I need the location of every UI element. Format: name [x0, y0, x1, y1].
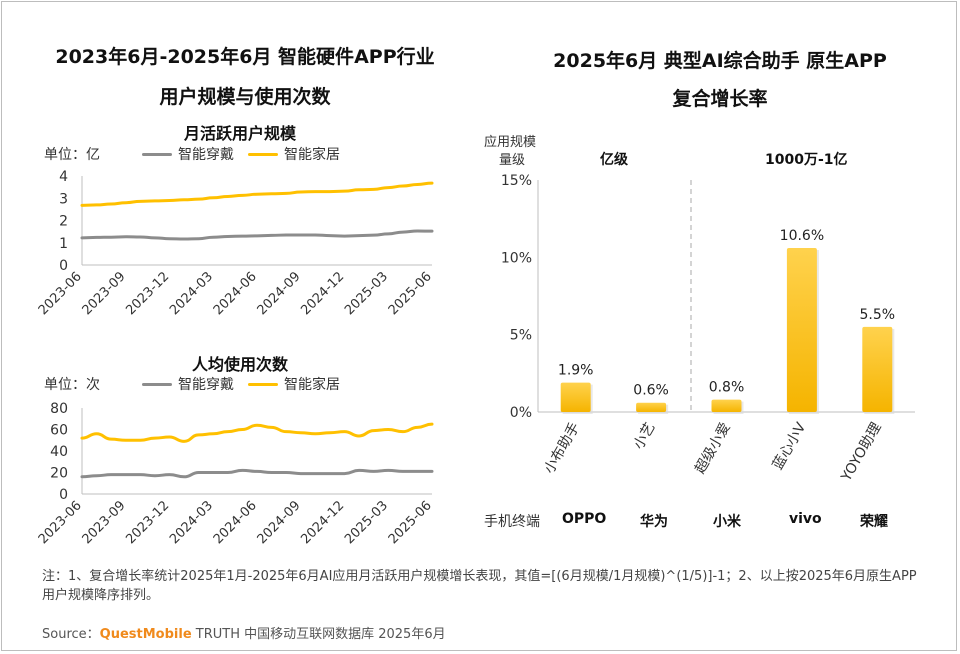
series-line-home — [80, 422, 434, 443]
terminal-huawei: 华为 — [640, 514, 668, 530]
footnote: 注：1、复合增长率统计2025年1月-2025年6月AI应用月活跃用户规模增长表… — [42, 569, 917, 603]
y-tick-label: 2 — [59, 214, 68, 230]
x-tick-label: 2024-06 — [211, 269, 260, 318]
line-chart-1-title: 月活跃用户规模 — [183, 124, 296, 143]
terminal-xiaomi: 小米 — [713, 514, 741, 530]
legend-wearable-label: 智能穿戴 — [178, 147, 234, 163]
legend-wearable-label: 智能穿戴 — [178, 377, 234, 393]
terminal-vivo: vivo — [789, 511, 822, 527]
bar-category-label: 小布助手 — [541, 420, 583, 476]
y-tick-label: 4 — [59, 169, 68, 185]
series-line-home — [80, 181, 434, 207]
bar — [560, 382, 591, 412]
x-tick-label: 2024-03 — [167, 498, 216, 547]
y-tick-label: 15% — [501, 173, 532, 189]
legend-home-swatch — [248, 382, 278, 386]
y-tick-label: 0% — [510, 405, 532, 421]
x-tick-label: 2023-12 — [123, 498, 172, 547]
x-tick-label: 2025-06 — [386, 269, 435, 318]
legend-home-label: 智能家居 — [284, 377, 340, 393]
legend-wearable-swatch — [142, 382, 172, 386]
x-tick-label: 2024-09 — [255, 269, 304, 318]
x-tick-label: 2024-03 — [167, 269, 216, 318]
line-chart-2: 0204060802023-062023-092023-122024-03202… — [36, 401, 435, 547]
line-chart-2-unit: 单位：次 — [44, 377, 100, 393]
terminal-label: 手机终端 — [484, 514, 540, 530]
line-chart-1-unit: 单位：亿 — [44, 147, 100, 163]
right-title-line2: 复合增长率 — [672, 88, 768, 110]
legend-wearable-swatch — [142, 152, 172, 156]
line-chart-1: 0 1 2 3 4 2023-062023-092023-122024-032024-06… — [36, 169, 435, 318]
scale-label-line2: 量级 — [499, 153, 526, 168]
line-chart-2-legend: 智能穿戴 智能家居 — [142, 374, 340, 394]
y-tick-label: 20 — [50, 466, 68, 482]
x-tick-label: 2025-03 — [342, 269, 391, 318]
legend-home-swatch — [248, 152, 278, 156]
source-line: Source：QuestMobile TRUTH 中国移动互联网数据库 2025… — [42, 623, 446, 642]
left-title-line2: 用户规模与使用次数 — [159, 86, 331, 108]
line-chart-1-legend: 智能穿戴 智能家居 — [142, 144, 340, 164]
y-tick-label: 80 — [50, 401, 68, 417]
bar-category-label: 蓝心小V — [770, 420, 810, 473]
group1-label: 亿级 — [600, 152, 628, 168]
bar — [786, 248, 817, 412]
legend-home-label: 智能家居 — [284, 147, 340, 163]
y-tick-label: 3 — [59, 191, 68, 207]
bar-category-label: YOYO助理 — [838, 420, 885, 485]
terminal-honor: 荣耀 — [860, 514, 888, 530]
bar-value-label: 0.6% — [633, 383, 669, 399]
line-chart-2-title: 人均使用次数 — [191, 355, 288, 374]
bar-category-label: 超级小爱 — [692, 420, 734, 476]
x-tick-label: 2025-03 — [342, 498, 391, 547]
y-tick-label: 0 — [59, 258, 68, 274]
bar — [711, 399, 742, 412]
x-tick-label: 2023-06 — [36, 498, 85, 547]
series-line-wearable — [80, 468, 434, 479]
y-tick-label: 5% — [510, 328, 532, 344]
source-prefix: Source： — [42, 627, 100, 642]
y-tick-label: 60 — [50, 423, 68, 439]
bar-value-label: 10.6% — [780, 228, 824, 244]
x-tick-label: 2025-06 — [386, 498, 435, 547]
y-tick-label: 10% — [501, 250, 532, 266]
bar-value-label: 0.8% — [709, 380, 745, 396]
bar-value-label: 1.9% — [558, 363, 594, 379]
x-tick-label: 2024-09 — [255, 498, 304, 547]
bar — [862, 326, 893, 412]
y-tick-label: 40 — [50, 444, 68, 460]
series-line-wearable — [80, 229, 434, 241]
bar-value-label: 5.5% — [860, 307, 896, 323]
x-tick-label: 2023-09 — [80, 498, 129, 547]
bar-category-label: 小艺 — [631, 420, 659, 452]
bar-chart: 0% 5% 10% 15% 1.9% 小布助手 0.6% 小艺 0.8% 超级小爱 10.6% 蓝心小… — [501, 173, 915, 485]
source-rest: TRUTH 中国移动互联网数据库 2025年6月 — [191, 627, 446, 642]
scale-label-line1: 应用规模 — [484, 135, 537, 150]
x-tick-label: 2024-12 — [298, 498, 347, 547]
x-tick-label: 2023-09 — [80, 269, 129, 318]
x-tick-label: 2023-12 — [123, 269, 172, 318]
x-tick-label: 2024-06 — [211, 498, 260, 547]
y-tick-label: 1 — [59, 236, 68, 252]
right-title-line1: 2025年6月 典型AI综合助手 原生APP — [553, 50, 887, 72]
source-brand: QuestMobile — [99, 627, 192, 642]
terminal-oppo: OPPO — [562, 511, 607, 527]
left-title-line1: 2023年6月-2025年6月 智能硬件APP行业 — [55, 46, 435, 68]
y-tick-label: 0 — [59, 487, 68, 503]
group2-label: 1000万-1亿 — [765, 152, 848, 168]
bar — [636, 402, 667, 412]
x-tick-label: 2024-12 — [298, 269, 347, 318]
x-tick-label: 2023-06 — [36, 269, 85, 318]
